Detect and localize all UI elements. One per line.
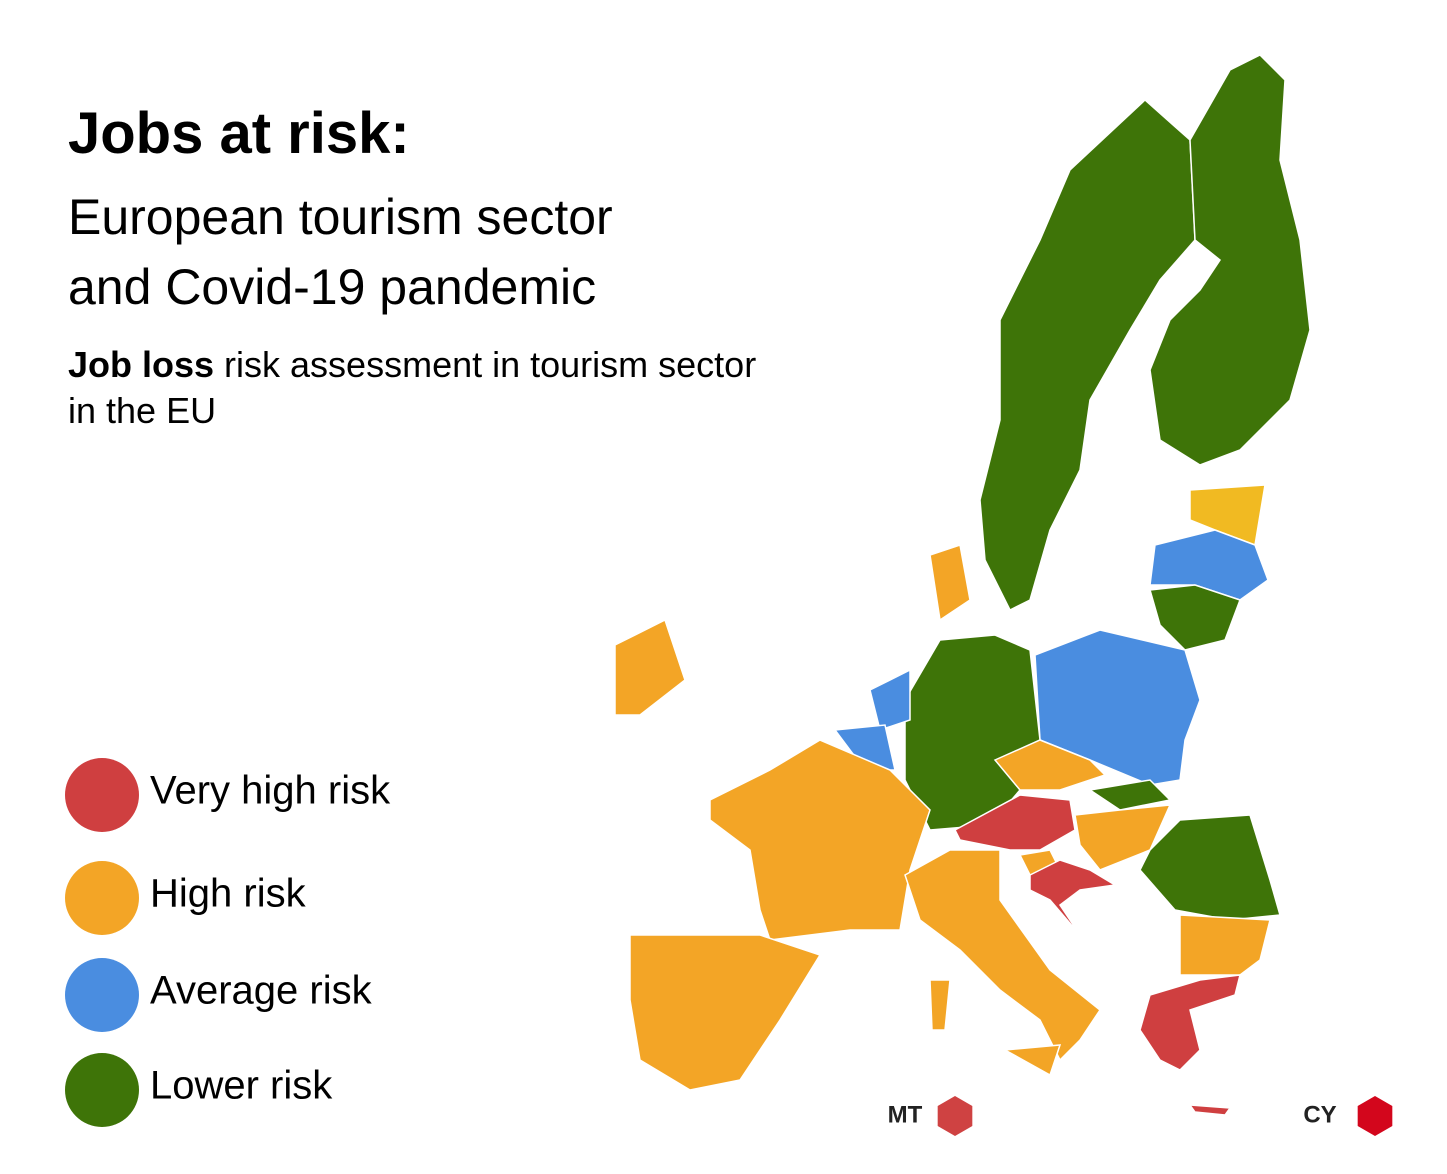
subtitle: and Covid-19 pandemic bbox=[68, 259, 597, 315]
description-text: risk assessment in tourism sector in the… bbox=[68, 344, 757, 431]
legend-swatch bbox=[65, 958, 139, 1032]
country-region bbox=[929, 544, 971, 622]
country-region bbox=[1149, 584, 1241, 651]
country-region bbox=[979, 98, 1196, 612]
country-region bbox=[1002, 1044, 1062, 1077]
legend-label: Average risk bbox=[150, 969, 373, 1013]
country-region bbox=[1149, 529, 1269, 601]
legend-swatch bbox=[65, 1053, 139, 1127]
subtitle: European tourism sector bbox=[68, 189, 613, 245]
country-region bbox=[1188, 1104, 1232, 1116]
legend-label: Very high risk bbox=[150, 769, 391, 813]
country-region bbox=[1139, 814, 1281, 921]
country-region bbox=[1088, 779, 1172, 811]
legend-swatch bbox=[65, 861, 139, 935]
country-region bbox=[929, 979, 951, 1031]
title: Jobs at risk: bbox=[68, 101, 410, 166]
description-bold: Job loss bbox=[68, 344, 215, 385]
country-region bbox=[954, 794, 1076, 851]
country-region bbox=[629, 934, 822, 1091]
marker-hexagon bbox=[937, 1096, 973, 1136]
country-region bbox=[1179, 914, 1271, 976]
marker-label: MT bbox=[888, 1101, 923, 1128]
description: Job loss risk assessment in tourism sect… bbox=[68, 342, 758, 434]
country-region bbox=[614, 618, 686, 716]
legend-swatch bbox=[65, 758, 139, 832]
marker-label: CY bbox=[1303, 1101, 1336, 1128]
country-region bbox=[993, 739, 1107, 791]
marker-hexagon bbox=[1357, 1096, 1393, 1136]
country-region bbox=[904, 849, 1102, 1062]
country-region bbox=[709, 739, 931, 941]
country-region bbox=[1029, 859, 1118, 936]
legend-label: High risk bbox=[150, 872, 307, 916]
legend-label: Lower risk bbox=[150, 1064, 333, 1108]
country-region bbox=[1139, 974, 1241, 1071]
country-region bbox=[1149, 54, 1311, 466]
country-region bbox=[869, 668, 911, 731]
